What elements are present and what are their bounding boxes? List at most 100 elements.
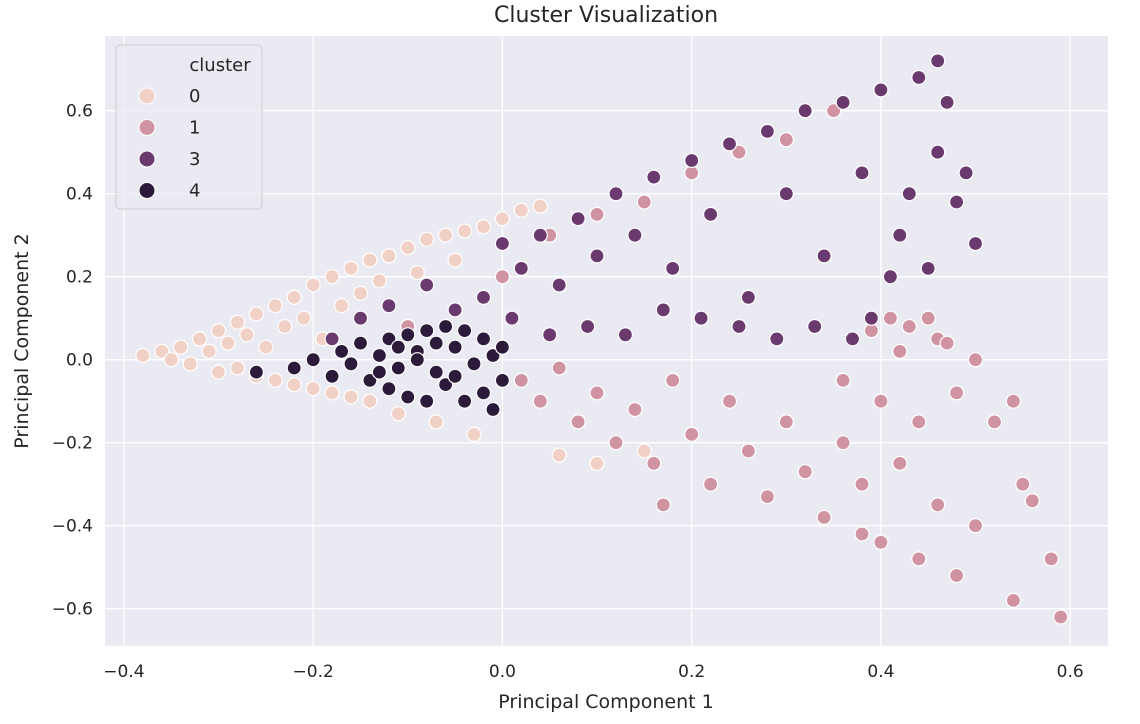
data-point-cluster-3 <box>551 277 567 293</box>
data-point-cluster-1 <box>702 476 719 492</box>
data-point-cluster-0 <box>210 323 227 339</box>
data-point-cluster-0 <box>182 356 198 372</box>
data-point-cluster-0 <box>409 264 425 281</box>
legend-label: 4 <box>189 181 200 202</box>
legend-label: 1 <box>189 118 200 139</box>
legend-label: 0 <box>189 86 200 107</box>
y-tick-label: −0.2 <box>52 434 93 454</box>
data-point-cluster-4 <box>457 323 473 339</box>
data-point-cluster-0 <box>589 455 605 471</box>
data-point-cluster-1 <box>513 372 529 388</box>
data-point-cluster-3 <box>579 318 596 335</box>
data-point-cluster-3 <box>655 302 671 318</box>
data-point-cluster-0 <box>513 202 529 218</box>
y-tick-label: 0.2 <box>66 268 93 288</box>
data-point-cluster-3 <box>721 136 738 152</box>
data-point-cluster-0 <box>475 219 492 235</box>
data-point-cluster-1 <box>901 318 917 335</box>
data-point-cluster-3 <box>513 260 529 276</box>
data-point-cluster-1 <box>911 414 927 430</box>
data-point-cluster-3 <box>684 152 700 169</box>
y-tick-label: 0.4 <box>66 185 93 205</box>
data-point-cluster-0 <box>457 223 473 239</box>
y-tick-label: −0.6 <box>52 600 93 620</box>
data-point-cluster-4 <box>362 372 378 388</box>
x-tick-label: 0.4 <box>867 662 894 682</box>
data-point-cluster-1 <box>939 335 955 351</box>
data-point-cluster-1 <box>684 426 700 442</box>
data-point-cluster-3 <box>532 227 548 243</box>
data-point-cluster-4 <box>409 352 425 368</box>
data-point-cluster-3 <box>419 277 435 293</box>
data-point-cluster-1 <box>892 343 908 359</box>
data-point-cluster-0 <box>400 240 416 256</box>
data-point-cluster-3 <box>807 318 823 335</box>
data-point-cluster-0 <box>324 269 340 285</box>
data-point-cluster-1 <box>882 310 899 326</box>
data-point-cluster-0 <box>362 393 378 409</box>
data-point-cluster-1 <box>589 385 605 401</box>
data-point-cluster-1 <box>1015 476 1031 492</box>
y-tick-label: 0.0 <box>66 351 93 371</box>
data-point-cluster-0 <box>267 372 283 388</box>
data-point-cluster-4 <box>248 364 264 380</box>
data-point-cluster-4 <box>400 389 416 405</box>
x-tick-label: −0.2 <box>293 662 334 682</box>
legend-marker <box>138 150 156 168</box>
data-point-cluster-4 <box>466 356 482 372</box>
data-point-cluster-3 <box>911 69 927 86</box>
data-point-cluster-1 <box>740 443 757 459</box>
data-point-cluster-0 <box>239 327 255 343</box>
data-point-cluster-3 <box>967 235 984 252</box>
data-point-cluster-3 <box>447 302 463 318</box>
data-point-cluster-0 <box>163 352 179 368</box>
data-point-cluster-1 <box>892 455 908 471</box>
data-point-cluster-4 <box>352 335 369 351</box>
legend: cluster 0 1 3 4 <box>115 44 263 210</box>
data-point-cluster-1 <box>835 372 851 388</box>
data-point-cluster-0 <box>173 339 189 355</box>
data-point-cluster-0 <box>438 227 454 243</box>
data-point-cluster-1 <box>854 526 870 542</box>
data-point-cluster-0 <box>296 310 312 326</box>
data-point-cluster-0 <box>636 443 652 459</box>
data-point-cluster-1 <box>930 497 946 513</box>
data-point-cluster-1 <box>1005 393 1022 409</box>
data-point-cluster-4 <box>381 331 397 347</box>
data-point-cluster-4 <box>371 347 387 364</box>
data-point-cluster-0 <box>362 252 378 268</box>
legend-marker <box>138 119 156 136</box>
data-point-cluster-3 <box>939 94 955 111</box>
data-point-cluster-4 <box>390 360 406 376</box>
legend-entries: 0 1 3 4 <box>138 86 200 202</box>
data-point-cluster-4 <box>475 331 492 347</box>
data-point-cluster-3 <box>863 310 880 326</box>
legend-title: cluster <box>189 55 251 76</box>
data-point-cluster-0 <box>135 347 151 364</box>
data-point-cluster-3 <box>702 206 719 222</box>
data-point-cluster-3 <box>589 248 605 264</box>
data-point-cluster-3 <box>854 165 870 181</box>
data-point-cluster-3 <box>958 165 974 181</box>
data-point-cluster-3 <box>873 82 889 98</box>
data-point-cluster-4 <box>475 385 492 401</box>
data-point-cluster-1 <box>920 310 936 326</box>
data-point-cluster-1 <box>570 414 586 430</box>
data-point-cluster-3 <box>731 318 747 335</box>
data-point-cluster-4 <box>343 356 359 372</box>
data-point-cluster-4 <box>324 368 340 384</box>
data-point-cluster-0 <box>305 277 321 293</box>
data-point-cluster-0 <box>343 260 359 276</box>
data-point-cluster-0 <box>551 447 567 463</box>
data-point-cluster-1 <box>797 464 813 480</box>
data-point-cluster-1 <box>494 269 510 285</box>
data-point-cluster-1 <box>778 414 794 430</box>
data-point-cluster-1 <box>646 455 662 471</box>
data-point-cluster-1 <box>1043 551 1059 567</box>
data-point-cluster-3 <box>646 169 662 185</box>
data-point-cluster-4 <box>447 368 463 384</box>
data-point-cluster-3 <box>504 310 520 326</box>
data-point-cluster-0 <box>381 248 397 264</box>
data-point-cluster-3 <box>627 227 643 243</box>
